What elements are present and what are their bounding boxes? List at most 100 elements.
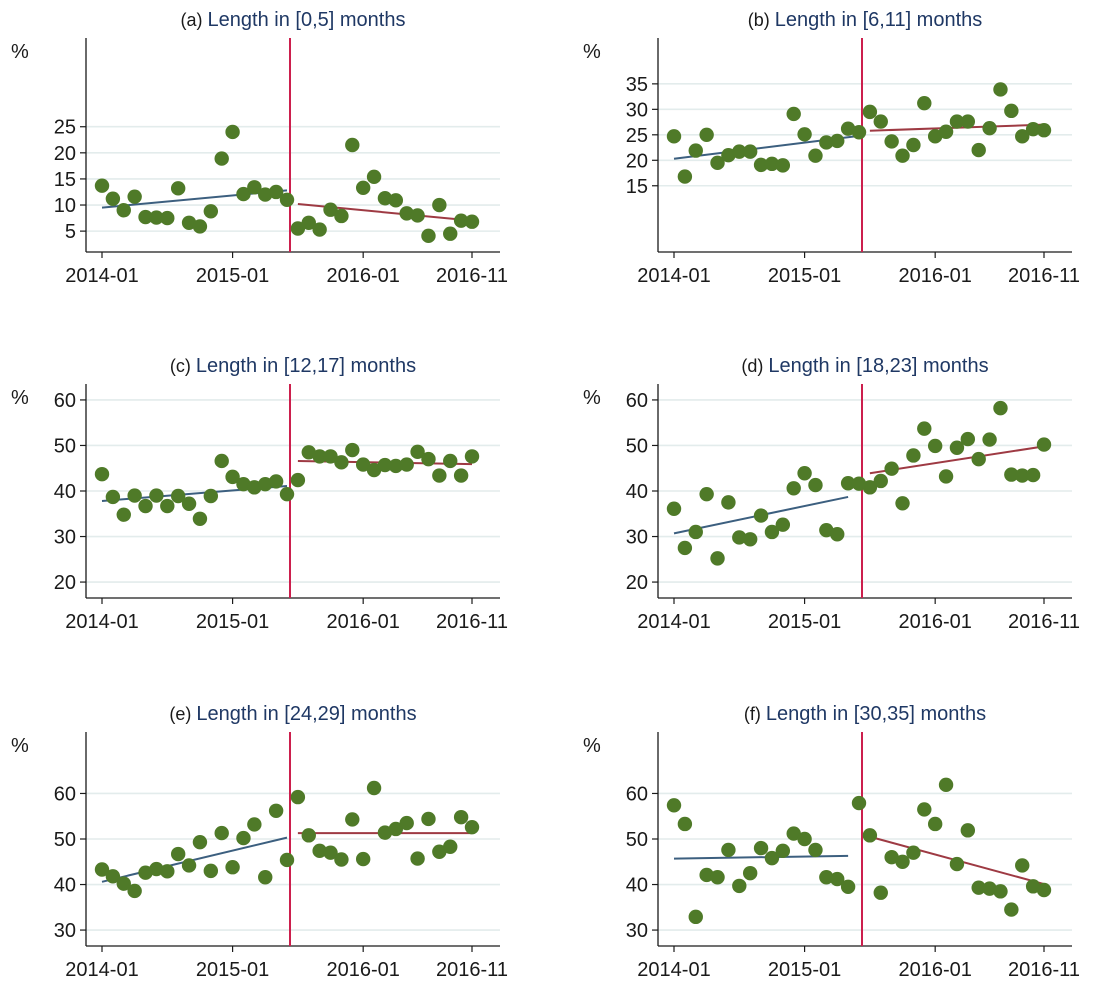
data-point (993, 82, 1008, 97)
data-point (432, 844, 447, 859)
x-tick-label: 2016-01 (326, 265, 399, 287)
data-point (377, 191, 393, 206)
y-tick-label: 40 (54, 481, 76, 503)
data-point (323, 845, 338, 860)
data-point (721, 842, 736, 858)
fit-line-pre (101, 836, 288, 883)
data-point (1036, 123, 1052, 138)
data-point (258, 870, 273, 885)
y-unit-label: % (583, 41, 601, 63)
data-point (1025, 122, 1041, 137)
data-point (808, 477, 823, 493)
data-point (345, 137, 360, 153)
panel-e: % 30 40 50 60 2014-01 2015-01 2016-01 2016-11 (e)… (11, 703, 508, 981)
data-point (116, 203, 131, 218)
data-point (301, 828, 316, 843)
panel-title: (d) Length in [18,23] months (741, 355, 988, 377)
data-point (388, 458, 404, 474)
data-point (453, 809, 469, 825)
data-point (388, 193, 404, 208)
data-point (753, 508, 769, 523)
data-point (192, 219, 208, 234)
data-point (819, 522, 834, 538)
data-point (421, 451, 436, 467)
data-point (138, 209, 153, 225)
data-point (410, 851, 425, 866)
data-point (982, 432, 997, 447)
y-tick-label: 35 (626, 74, 648, 96)
data-point (279, 486, 295, 502)
data-point (764, 524, 780, 540)
data-point (399, 457, 414, 472)
data-point (225, 860, 240, 875)
data-point (873, 473, 888, 489)
data-point (917, 802, 932, 817)
data-point (830, 133, 845, 149)
data-point (149, 488, 164, 503)
x-tick-label: 2016-11 (436, 611, 508, 633)
data-point (160, 864, 175, 879)
data-point (775, 158, 791, 173)
data-point (453, 213, 469, 228)
y-tick-label: 50 (626, 435, 648, 457)
y-tick-label: 15 (626, 176, 648, 198)
data-point (312, 449, 327, 464)
data-point (753, 157, 769, 173)
data-point (1015, 129, 1030, 144)
data-point (377, 825, 393, 840)
data-point (819, 870, 834, 885)
data-point (971, 451, 986, 467)
data-point (732, 878, 747, 894)
y-unit-label: % (583, 387, 601, 409)
data-point (1036, 437, 1052, 452)
y-unit-label: % (11, 41, 29, 63)
x-tick-label: 2014-01 (637, 611, 710, 633)
data-point (312, 222, 327, 237)
fit-line-post (869, 445, 1045, 475)
data-point (225, 124, 240, 140)
data-point (710, 551, 725, 566)
data-point (214, 825, 229, 841)
data-point (742, 532, 758, 547)
data-point (753, 840, 769, 856)
y-tick-label: 30 (626, 527, 648, 549)
x-tick-label: 2016-01 (326, 611, 399, 633)
panel-c: % 20 30 40 50 60 2014-01 2015-01 2016-01 2016-11 (… (11, 355, 508, 633)
data-point (432, 197, 447, 213)
data-point (116, 876, 131, 891)
data-point (666, 501, 682, 516)
data-point (399, 815, 414, 831)
data-point (127, 488, 142, 503)
data-point (443, 453, 458, 469)
data-point (1025, 879, 1041, 894)
data-point (764, 850, 780, 866)
data-point (840, 121, 856, 136)
x-tick-label: 2016-01 (898, 959, 971, 981)
data-point (377, 457, 393, 473)
data-point (906, 845, 921, 860)
data-point (105, 869, 121, 884)
data-point (906, 448, 921, 463)
data-point (345, 812, 360, 827)
data-point (94, 862, 110, 877)
data-point (742, 865, 758, 881)
data-point (960, 431, 976, 447)
data-point (960, 114, 976, 129)
panel-title: (b) Length in [6,11] months (748, 9, 983, 31)
data-point (192, 834, 208, 850)
data-point (666, 129, 682, 144)
data-point (862, 828, 878, 843)
y-tick-label: 20 (54, 572, 76, 594)
data-point (334, 455, 349, 470)
data-point (432, 468, 447, 483)
data-point (884, 850, 899, 865)
data-point (181, 496, 197, 511)
y-tick-label: 20 (54, 143, 76, 165)
y-tick-label: 30 (54, 920, 76, 942)
data-point (884, 461, 899, 476)
data-point (443, 226, 458, 241)
data-point (323, 202, 338, 217)
panel-f: % 30 40 50 60 2014-01 2015-01 2016-01 2016-11 (f)… (583, 703, 1080, 981)
data-point (464, 214, 480, 229)
data-point (927, 816, 943, 832)
